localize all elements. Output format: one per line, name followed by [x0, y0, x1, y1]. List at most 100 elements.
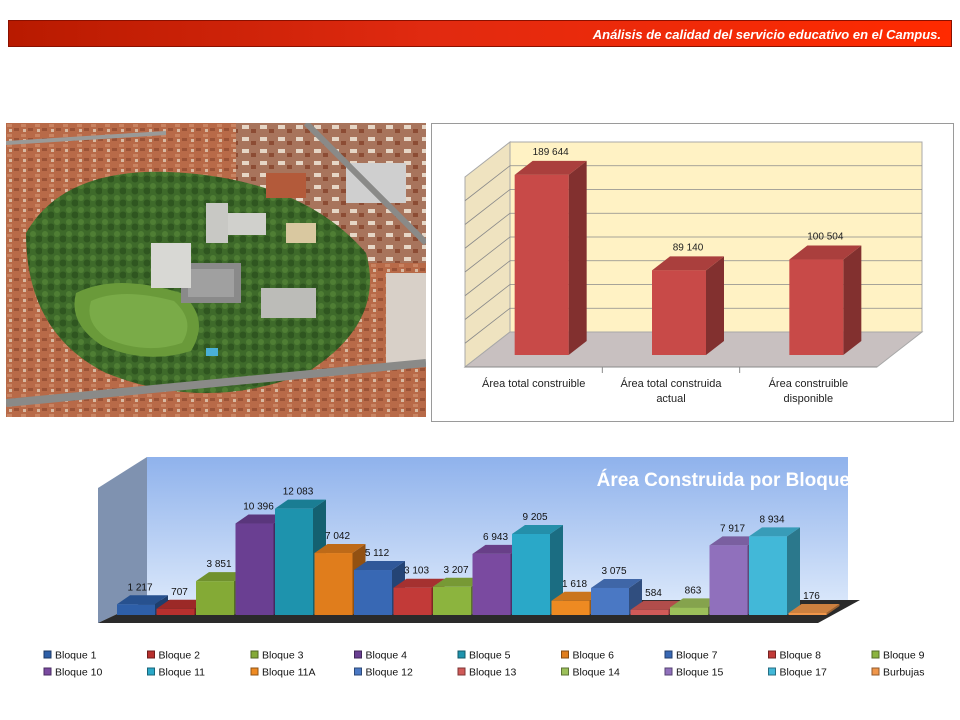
chart2-bar-top [788, 604, 840, 613]
chart2-bar-top [275, 499, 326, 509]
chart2-legend-swatch [43, 667, 52, 676]
chart1-gridline [464, 284, 922, 320]
chart2-legend-swatch [250, 650, 259, 659]
chart2-legend-swatch [43, 650, 52, 659]
chart2-legend-label: Bloque 9 [883, 650, 925, 662]
chart2-data-label: 176 [803, 591, 820, 602]
chart2-legend-item: Bloque 3 [250, 650, 304, 662]
chart1-category-label: actual [656, 393, 685, 405]
chart2-bar-front [670, 607, 708, 615]
chart2-bar-front [630, 609, 669, 615]
chart2-data-label: 3 207 [443, 565, 468, 576]
chart2-bar-top [117, 595, 168, 605]
chart2-data-label: 707 [171, 587, 188, 598]
chart2-bar-front [393, 587, 432, 615]
chart2-legend-label: Bloque 6 [573, 650, 615, 662]
chart2-data-label: 3 103 [404, 566, 429, 577]
chart2-legend-label: Bloque 3 [262, 650, 304, 662]
chart2-bar-side [550, 524, 563, 615]
chart2-data-label: 5 112 [365, 548, 390, 559]
chart2-bar-front [709, 545, 748, 615]
chart2-bar-front [433, 586, 471, 615]
chart2-legend-swatch [147, 650, 155, 659]
chart2-legend-swatch [561, 667, 569, 676]
chart2-data-label: 863 [685, 585, 702, 596]
chart2-legend-label: Bloque 15 [676, 667, 723, 679]
chart2-bar-front [472, 553, 511, 615]
chart2-legend-item: Bloque 6 [561, 650, 615, 662]
chart-area-por-bloque-svg: Área Construida por Bloque 1 217 707 3 851 1… [43, 457, 925, 679]
chart2-legend-item: Bloque 11 [147, 667, 205, 679]
chart2-bar-top [630, 600, 682, 610]
chart2-legend-swatch [768, 667, 776, 676]
campus-aerial-image [6, 123, 426, 417]
chart2-bar-front [235, 523, 274, 615]
chart1-category-label: disponible [784, 393, 834, 405]
chart2-legend-item: Bloque 2 [147, 650, 200, 662]
chart2-legend-swatch [664, 667, 673, 676]
chart2-bar-top [393, 578, 445, 588]
chart1-bar-front [789, 259, 844, 355]
header-title: Análisis de calidad del servicio educati… [592, 27, 941, 42]
chart2-bar-side [826, 604, 840, 615]
chart2-legend-label: Bloque 13 [469, 667, 516, 679]
chart2-legend-item: Bloque 10 [43, 667, 102, 679]
chart2-bar-front [591, 587, 629, 615]
chart2-legend-label: Bloque 17 [780, 667, 827, 679]
chart1-bar-top [789, 245, 862, 260]
chart2-bar-top [551, 591, 603, 601]
chart2-legend-item: Bloque 13 [457, 667, 516, 679]
chart2-bar-top [749, 527, 800, 537]
chart2-legend-item: Bloque 14 [561, 667, 620, 679]
chart2-legend-item: Bloque 7 [664, 650, 718, 662]
chart2-bar-top [314, 544, 366, 554]
chart2-bar-front [196, 581, 234, 615]
chart2-bar-top [512, 524, 563, 534]
chart1-gridline [464, 189, 922, 225]
chart2-bar-front [551, 600, 590, 615]
chart1-data-label: 100 504 [807, 232, 844, 243]
chart2-bar-front [354, 570, 392, 615]
chart2-legend-label: Bloque 8 [780, 650, 822, 662]
chart2-bar-top [196, 572, 247, 582]
chart1-data-label: 189 644 [533, 147, 570, 158]
chart1-bar-side [568, 160, 587, 355]
chart2-bar-front [749, 536, 787, 615]
chart1-gridline [464, 307, 922, 344]
campus-aerial-photo [6, 123, 426, 417]
chart1-bar-top [514, 160, 587, 175]
chart2-data-label: 3 075 [601, 566, 626, 577]
chart2-bar-top [472, 544, 524, 554]
chart2-data-label: 10 396 [243, 502, 274, 513]
chart2-legend-item: Bloque 15 [664, 667, 723, 679]
chart2-legend-item: Bloque 9 [871, 650, 925, 662]
chart2-legend-label: Bloque 5 [469, 650, 511, 662]
chart2-legend-swatch [871, 650, 880, 659]
chart2-bar [788, 604, 840, 615]
chart2-data-label: 7 042 [325, 531, 350, 542]
chart2-legend-swatch [147, 667, 155, 676]
chart2-data-label: 1 618 [562, 579, 587, 590]
chart1-bar [514, 160, 587, 355]
chart1-category-label: Área construible [769, 377, 849, 390]
chart2-legend-item: Bloque 12 [354, 667, 413, 679]
chart2-data-label: 3 851 [206, 559, 231, 570]
chart2-bar-front [275, 508, 313, 615]
chart1-bar-front [514, 174, 569, 355]
chart1-gridline [464, 236, 922, 273]
chart1-gridline [464, 212, 922, 249]
chart2-legend-label: Bloque 12 [366, 667, 413, 679]
chart2-bar-front [156, 608, 195, 615]
chart2-bar [749, 527, 800, 615]
chart1-category-label: Área total construible [482, 377, 585, 390]
chart2-legend-label: Bloque 4 [366, 650, 408, 662]
chart2-title: Área Construida por Bloque [597, 469, 850, 491]
chart2-legend-item: Bloque 4 [354, 650, 408, 662]
chart-area-campus-svg: 189 644 Área total construible 89 140 Área … [463, 140, 924, 405]
chart1-bar-top [652, 256, 724, 271]
chart2-legend-swatch [354, 667, 362, 676]
chart2-legend-item: Bloque 11A [250, 667, 316, 679]
chart2-bar-front [788, 613, 827, 615]
chart2-legend-swatch [250, 667, 259, 676]
chart2-legend-item: Bloque 8 [768, 650, 822, 662]
